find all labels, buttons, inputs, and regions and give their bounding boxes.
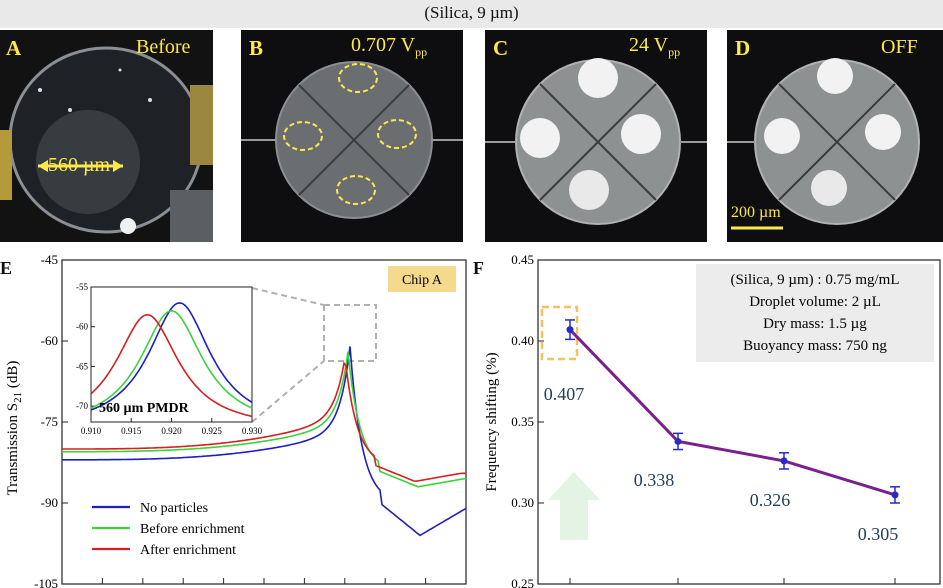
photo-note-voltage-main: 0.707 V xyxy=(351,34,416,56)
inset-xtick-label: 0.925 xyxy=(202,426,223,436)
chart-e-line-2 xyxy=(62,361,466,483)
zoom-connector-top xyxy=(251,287,325,306)
inset-line-1 xyxy=(90,309,253,409)
photo-note-24v-main: 24 V xyxy=(629,34,669,56)
panel-letter-f: F xyxy=(473,258,484,278)
photo-a-image xyxy=(0,30,213,242)
chip-a-label-box xyxy=(388,266,456,292)
chart-f-value-label-2: 0.326 xyxy=(750,490,791,510)
inset-ytick-label: -60 xyxy=(76,322,88,332)
chart-f-info-box xyxy=(696,264,934,362)
chart-e-ytick-label: -60 xyxy=(41,333,58,348)
inset-xtick-label: 0.930 xyxy=(242,426,263,436)
chart-e-ytick-label: -105 xyxy=(34,576,58,588)
chart-f-info-line-1: Droplet volume: 2 µL xyxy=(749,294,881,310)
photo-label-d: D xyxy=(735,36,751,60)
chart-f-ylabel: Frequency shifting (%) xyxy=(484,352,500,491)
photo-note-voltage-sub: pp xyxy=(415,45,428,59)
inset-line-0 xyxy=(90,302,253,411)
photo-label-c: C xyxy=(493,36,509,60)
chart-e-ylabel-main: Transmission S xyxy=(5,403,21,495)
chart-e-legend-label-0: No particles xyxy=(140,501,208,516)
photo-panel-a: A Before 560 µm xyxy=(0,30,213,242)
chart-e-ylabel-sub: 21 xyxy=(12,392,24,403)
photo-label-a: A xyxy=(6,36,22,60)
photo-panel-b: B 0.707 Vpp xyxy=(241,30,463,242)
chart-f-point-0 xyxy=(566,326,574,334)
chart-f-ytick-label: 0.25 xyxy=(511,576,534,588)
chart-e-line-1 xyxy=(62,351,466,488)
photo-note-before: Before xyxy=(136,36,191,58)
photo-scale-560um: 560 µm xyxy=(48,154,111,176)
figure-header: (Silica, 9 µm) xyxy=(424,3,519,22)
header-bar xyxy=(0,0,943,28)
chart-e: -45 -60 -75 -90 -105 Transmission S21 (dB) Chi… xyxy=(5,252,467,588)
chart-e-lines xyxy=(62,346,467,537)
chart-f-value-label-1: 0.338 xyxy=(634,470,675,490)
inset-ytick-label: -65 xyxy=(76,361,88,371)
photo-panel-c: C 24 Vpp xyxy=(485,30,707,242)
chip-a-label: Chip A xyxy=(402,273,443,288)
inset-label: 560 µm PMDR xyxy=(99,401,190,416)
chart-f-info-line-2: Dry mass: 1.5 µg xyxy=(763,316,867,332)
photo-label-b: B xyxy=(249,36,264,60)
zoom-box xyxy=(323,304,377,362)
inset-xtick-label: 0.910 xyxy=(81,426,102,436)
chart-f-info-line-0: (Silica, 9 µm) : 0.75 mg/mL xyxy=(730,272,899,288)
inset-xtick-label: 0.920 xyxy=(161,426,182,436)
chart-f-point-3 xyxy=(891,491,899,499)
photo-panel-d: D OFF 200 µm xyxy=(727,30,943,242)
photo-scale-200um: 200 µm xyxy=(731,204,781,221)
inset-line-2 xyxy=(90,313,253,418)
photo-c-image xyxy=(485,30,707,242)
inset-xtick-label: 0.915 xyxy=(121,426,142,436)
chart-f-info-line-3: Buoyancy mass: 750 ng xyxy=(743,338,887,354)
chart-f-up-arrow xyxy=(548,472,600,540)
chart-e-legend-label-1: Before enrichment xyxy=(140,522,245,537)
chart-e-legend: No particles Before enrichment After enric… xyxy=(92,501,245,558)
chart-e-ytick-label: -75 xyxy=(41,414,58,429)
chart-f-point-2 xyxy=(780,457,788,465)
chart-e-axes: -45 -60 -75 -90 -105 Transmission S21 (dB) Chi… xyxy=(5,252,467,588)
panel-letter-e: E xyxy=(0,258,13,278)
chart-f-highlight-box xyxy=(540,305,579,361)
chart-f-data: 0.407 0.338 0.326 0.305 xyxy=(544,319,900,544)
chart-e-ytick-label: -45 xyxy=(41,252,58,267)
chart-f-value-label-3: 0.305 xyxy=(858,524,899,544)
chart-e-legend-label-2: After enrichment xyxy=(140,543,236,558)
inset-ytick-label: -55 xyxy=(76,282,88,292)
chart-e-ylabel-unit: (dB) xyxy=(5,361,21,392)
chart-e-ylabel: Transmission S21 (dB) xyxy=(5,361,24,496)
chart-f-ytick-label: 0.45 xyxy=(511,252,534,267)
chart-f-ytick-label: 0.35 xyxy=(511,414,534,429)
photo-note-voltage: 0.707 Vpp xyxy=(351,34,427,60)
chart-f-series-line xyxy=(568,328,896,497)
chart-e-line-0 xyxy=(62,346,467,537)
chart-f-value-label-0: 0.407 xyxy=(544,384,585,404)
chart-f-point-1 xyxy=(674,437,682,445)
zoom-connector-bottom xyxy=(251,360,325,423)
inset-ytick-label: -70 xyxy=(76,401,88,411)
chart-f-ytick-label: 0.30 xyxy=(511,495,534,510)
photo-note-off: OFF xyxy=(881,36,918,58)
photo-d-image xyxy=(727,30,943,242)
chart-f-ytick-label: 0.40 xyxy=(511,333,534,348)
photo-b-image xyxy=(241,30,463,242)
photo-note-24v: 24 Vpp xyxy=(629,34,680,60)
photo-note-24v-sub: pp xyxy=(668,45,681,59)
chart-e-ytick-label: -90 xyxy=(41,495,58,510)
chart-f: 0.25 0.30 0.35 0.40 0.45 Frequency shifting (… xyxy=(484,252,941,588)
chart-e-inset: -55 -60 -65 -70 0.910 0.915 0.920 0.925 0.930 560… xyxy=(76,282,263,436)
chart-f-axes: 0.25 0.30 0.35 0.40 0.45 Frequency shifting (… xyxy=(484,252,941,588)
